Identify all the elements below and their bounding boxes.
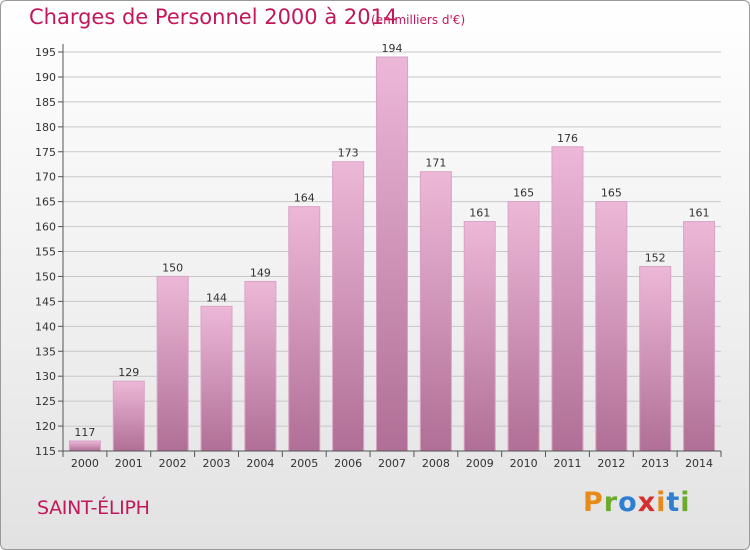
logo-letter: r [603, 487, 619, 518]
y-tick-label: 185 [35, 96, 56, 109]
x-tick-label: 2012 [597, 457, 625, 470]
bar-2012 [595, 201, 628, 452]
bar-value-label: 194 [382, 42, 403, 55]
x-tick-label: 2001 [115, 457, 143, 470]
axis-layer: 115 120 125 130 135 140 145 150 155 160 165 170 175 1… [35, 44, 722, 470]
y-tick-label: 195 [35, 46, 56, 59]
x-tick-label: 2008 [422, 457, 450, 470]
x-tick-label: 2003 [203, 457, 231, 470]
y-tick-label: 180 [35, 121, 56, 134]
logo-letter: t [666, 487, 681, 518]
bar-2000 [68, 440, 101, 452]
y-tick-label: 190 [35, 71, 56, 84]
y-tick-label: 120 [35, 420, 56, 433]
x-tick-label: 2002 [159, 457, 187, 470]
y-tick-label: 155 [35, 246, 56, 259]
x-tick-label: 2013 [641, 457, 669, 470]
x-tick-label: 2004 [246, 457, 274, 470]
y-tick-label: 145 [35, 295, 56, 308]
bar-2007 [376, 56, 408, 452]
logo-letter: i [680, 487, 691, 518]
logo-letter: P [583, 487, 604, 518]
bar-2009 [463, 221, 496, 452]
bar-2010 [507, 201, 540, 452]
chart-subtitle: (en milliers d'€) [371, 13, 466, 27]
y-tick-label: 175 [35, 146, 56, 159]
bar-value-label: 152 [645, 251, 666, 264]
y-tick-label: 125 [35, 395, 56, 408]
y-tick-label: 140 [35, 320, 56, 333]
bar-2004 [244, 280, 277, 452]
x-tick-label: 2000 [71, 457, 99, 470]
bar-2001 [112, 380, 145, 452]
x-tick-label: 2010 [510, 457, 538, 470]
y-tick-label: 135 [35, 345, 56, 358]
bar-value-label: 176 [557, 132, 578, 145]
bar-2014 [683, 221, 716, 452]
x-tick-label: 2009 [466, 457, 494, 470]
x-tick-label: 2006 [334, 457, 362, 470]
x-tick-label: 2005 [290, 457, 318, 470]
bar-2002 [156, 275, 189, 452]
commune-name: SAINT-ÉLIPH [37, 497, 150, 519]
bar-2006 [332, 161, 365, 452]
bar-value-label: 117 [74, 426, 95, 439]
bar-value-label: 161 [689, 207, 710, 220]
y-tick-label: 165 [35, 196, 56, 209]
x-tick-label: 2011 [553, 457, 581, 470]
bar-value-label: 171 [425, 157, 446, 170]
logo-letter: i [656, 487, 667, 518]
bar-2003 [200, 305, 233, 452]
bar-value-label: 173 [338, 147, 359, 160]
x-tick-label: 2007 [378, 457, 406, 470]
logo-letter: o [618, 487, 638, 518]
bar-value-label: 165 [601, 187, 622, 200]
bar-value-label: 161 [469, 207, 490, 220]
y-tick-label: 150 [35, 270, 56, 283]
chart-title: Charges de Personnel 2000 à 2014 [29, 5, 398, 29]
proxiti-logo: Proxiti [583, 487, 691, 518]
y-tick-label: 160 [35, 221, 56, 234]
bar-value-label: 165 [513, 187, 534, 200]
y-tick-label: 170 [35, 171, 56, 184]
bar-2013 [639, 265, 672, 452]
y-tick-label: 115 [35, 445, 56, 458]
bar-2005 [288, 206, 321, 452]
bar-2011 [551, 146, 584, 452]
bar-value-label: 129 [118, 366, 139, 379]
y-tick-label: 130 [35, 370, 56, 383]
bar-layer: 117 129 150 144 149 164 173 194 171 161 165 176 165 1… [68, 42, 716, 452]
bar-2008 [419, 171, 452, 452]
bar-value-label: 144 [206, 291, 227, 304]
bar-value-label: 164 [294, 192, 315, 205]
bar-value-label: 150 [162, 261, 183, 274]
logo-letter: x [637, 487, 657, 518]
x-tick-label: 2014 [685, 457, 713, 470]
bar-value-label: 149 [250, 266, 271, 279]
